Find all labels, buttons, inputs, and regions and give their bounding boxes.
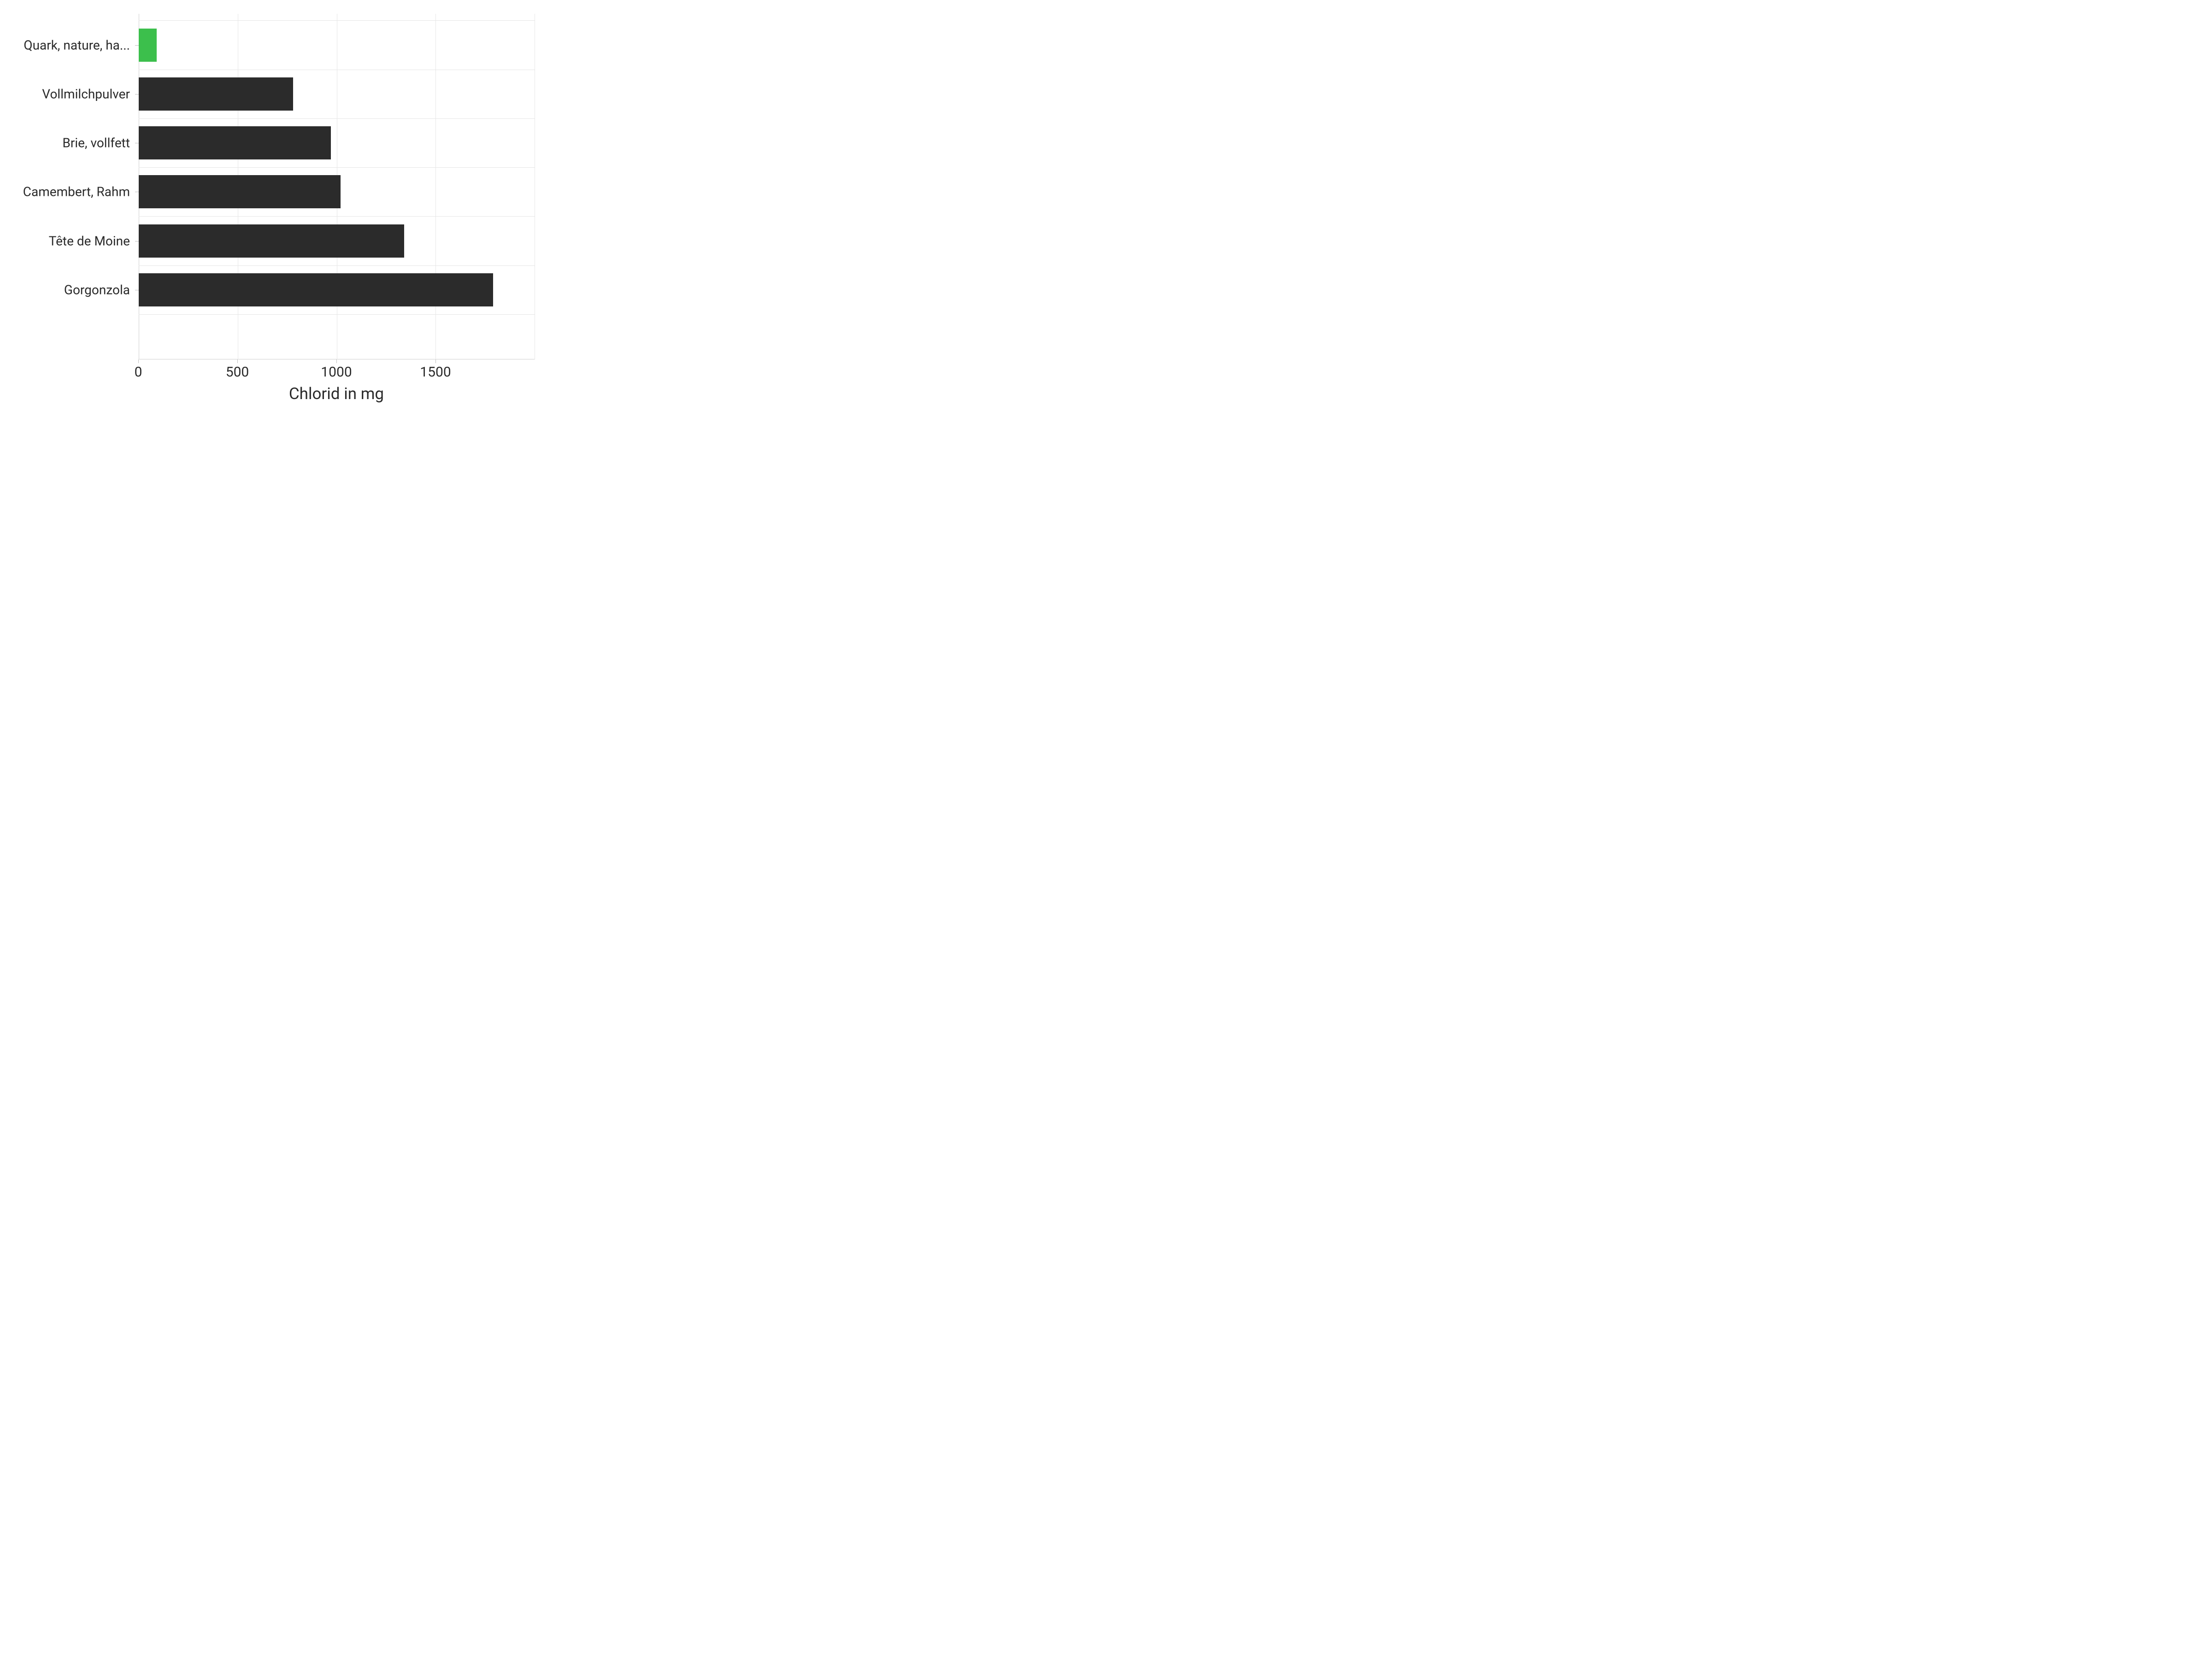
y-axis-label: Quark, nature, ha... — [24, 37, 130, 53]
x-tick — [336, 359, 337, 363]
grid-line-v — [435, 14, 436, 359]
bar — [139, 273, 493, 306]
plot-row: Quark, nature, ha... Vollmilchpulver Brie,… — [9, 14, 535, 359]
y-axis-label: Camembert, Rahm — [23, 184, 130, 200]
x-tick-label: 1500 — [420, 364, 451, 380]
chart-inner: Quark, nature, ha... Vollmilchpulver Brie,… — [9, 14, 535, 406]
bar — [139, 126, 331, 159]
chloride-bar-chart: Quark, nature, ha... Vollmilchpulver Brie,… — [0, 0, 553, 415]
x-tick-label: 0 — [135, 364, 142, 380]
x-tick-label: 500 — [226, 364, 249, 380]
bar — [139, 224, 404, 258]
x-tick — [237, 359, 238, 363]
x-tick — [138, 359, 139, 363]
bar — [139, 29, 157, 62]
x-axis-spacer — [9, 359, 138, 406]
x-tick — [435, 359, 436, 363]
y-tick — [135, 45, 139, 46]
bar — [139, 175, 341, 208]
y-axis-label: Brie, vollfett — [62, 135, 130, 151]
y-axis-label: Gorgonzola — [64, 282, 130, 297]
x-axis-row: Chlorid in mg 0 500 1000 1500 — [9, 359, 535, 406]
plot-area — [138, 14, 535, 359]
y-axis-labels: Quark, nature, ha... Vollmilchpulver Brie,… — [9, 14, 138, 359]
y-axis-label: Tête de Moine — [49, 233, 130, 248]
x-tick-label: 1000 — [321, 364, 352, 380]
x-axis-title: Chlorid in mg — [289, 384, 384, 403]
y-axis-label: Vollmilchpulver — [42, 86, 130, 101]
bar — [139, 77, 293, 111]
x-axis-area: Chlorid in mg 0 500 1000 1500 — [138, 359, 535, 406]
